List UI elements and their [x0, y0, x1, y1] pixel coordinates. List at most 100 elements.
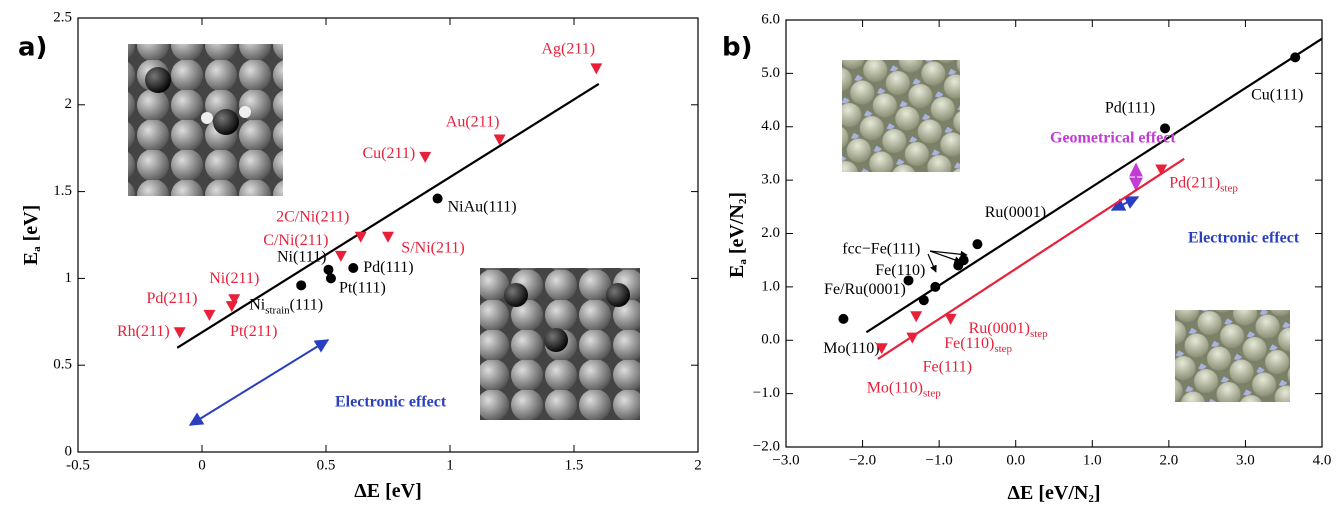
point: [203, 310, 215, 321]
point-label-part: (111): [290, 296, 323, 313]
point-label: Ru(0001): [985, 204, 1046, 221]
y-tick-label: 0: [65, 443, 73, 459]
x-tick-label: 1: [446, 457, 454, 473]
point: [972, 239, 982, 249]
point-label-part: step: [923, 387, 941, 399]
x-tick-label: −3.0: [772, 452, 799, 468]
point: [335, 251, 347, 262]
x-axis-label-part: ΔE [eV]: [354, 480, 422, 502]
point: [296, 280, 306, 290]
point: [945, 314, 957, 325]
point-label-part: Mo(110): [823, 340, 879, 357]
x-tick-label: 0.5: [317, 457, 336, 473]
point: [838, 314, 848, 324]
point-label-part: S/Ni(211): [401, 239, 464, 256]
point-label: Cu(211): [362, 145, 415, 162]
y-tick-label: 0.5: [53, 357, 72, 373]
point-label-part: Rh(211): [117, 323, 170, 340]
y-tick-label: 3.0: [761, 172, 780, 188]
point: [419, 152, 431, 163]
point-label: Pd(111): [363, 259, 413, 276]
x-axis-label-part: ΔE [eV/N: [1007, 482, 1088, 504]
annotation: Electronic effect: [335, 394, 447, 411]
point-label: Ag(211): [542, 40, 596, 57]
point-label-part: Ni(111): [277, 248, 326, 265]
inset-atom: [544, 328, 568, 352]
point-label-part: Pd(111): [363, 259, 413, 276]
x-tick-label: −1.0: [926, 452, 953, 468]
y-tick-label: 4.0: [761, 118, 780, 134]
point-label: Nistrain(111): [249, 296, 323, 316]
point-label-part: Cu(111): [1251, 86, 1303, 103]
point: [959, 255, 969, 265]
y-axis-label-part: [eV/N: [726, 204, 748, 260]
annotation: Electronic effect: [1188, 230, 1300, 247]
point-label-part: Mo(110): [867, 379, 923, 396]
inset-atom: [239, 106, 251, 118]
point-label: Fe(110)step: [944, 335, 1012, 355]
x-tick-label: 4.0: [1313, 452, 1332, 468]
point-label-part: Cu(211): [362, 145, 415, 162]
point-label-part: Pd(111): [1105, 99, 1155, 116]
point-label-part: C/Ni(211): [263, 232, 328, 249]
point-label: Pt(211): [230, 323, 277, 340]
x-tick-label: 0.0: [1006, 452, 1025, 468]
point-label-part: Ru(0001): [985, 204, 1046, 221]
inset-image: [842, 60, 960, 172]
point-label: S/Ni(211): [401, 239, 464, 256]
point-label: Rh(211): [117, 323, 170, 340]
point-label-part: Ag(211): [542, 40, 596, 57]
point: [1290, 52, 1300, 62]
arrow: [190, 340, 328, 425]
point-label-part: Ni: [249, 296, 266, 313]
point-label-part: fcc−Fe(111): [842, 240, 920, 257]
inset-atom: [145, 67, 171, 93]
y-tick-label: −1.0: [753, 385, 780, 401]
point-label-part: Au(211): [446, 113, 500, 130]
x-axis-label: ΔE [eV/N2]: [1007, 482, 1100, 505]
x-tick-label: −2.0: [849, 452, 876, 468]
point-label: Pd(111): [1105, 99, 1155, 116]
point-label-part: Pd(211): [146, 290, 197, 307]
y-tick-label: 1.5: [53, 183, 72, 199]
x-axis-label-part: ]: [1094, 482, 1101, 504]
inset-image: [1175, 310, 1290, 402]
point-label-part: Fe(111): [923, 358, 972, 375]
point: [323, 265, 333, 275]
point: [919, 295, 929, 305]
y-tick-label: 1.0: [761, 278, 780, 294]
point: [326, 273, 336, 283]
point: [174, 327, 186, 338]
point-label: Ru(0001)step: [969, 320, 1049, 340]
point: [590, 63, 602, 74]
point-label-part: Ni(211): [209, 270, 259, 287]
arrow: [928, 254, 936, 272]
point: [355, 232, 367, 243]
point: [910, 311, 922, 322]
point-label-part: Ru(0001): [969, 320, 1030, 337]
point: [348, 263, 358, 273]
inset-atom: [213, 109, 239, 135]
point-label-part: Pt(211): [230, 323, 277, 340]
y-tick-label: 0.0: [761, 332, 780, 348]
y-tick-label: −2.0: [753, 438, 780, 454]
inset-atom: [606, 283, 630, 307]
x-tick-label: 0: [198, 457, 206, 473]
x-tick-label: 2.0: [1159, 452, 1178, 468]
point: [930, 282, 940, 292]
point-label: Pd(211): [146, 290, 197, 307]
x-tick-label: 1.5: [565, 457, 584, 473]
point: [382, 232, 394, 243]
point-label-part: step: [1030, 327, 1048, 339]
y-tick-label: 1: [65, 270, 73, 286]
point-label: Fe/Ru(0001): [824, 281, 906, 298]
y-axis-label-part: ]: [726, 192, 748, 199]
inset-atom: [504, 283, 528, 307]
point-label: Fe(111): [923, 358, 972, 375]
point-label: Cu(111): [1251, 86, 1303, 103]
point-label-part: 2C/Ni(211): [276, 208, 349, 225]
point-label-part: step: [1220, 182, 1238, 194]
y-tick-label: 2.0: [761, 225, 780, 241]
inset-atom: [201, 112, 213, 124]
point-label: C/Ni(211): [263, 232, 328, 249]
